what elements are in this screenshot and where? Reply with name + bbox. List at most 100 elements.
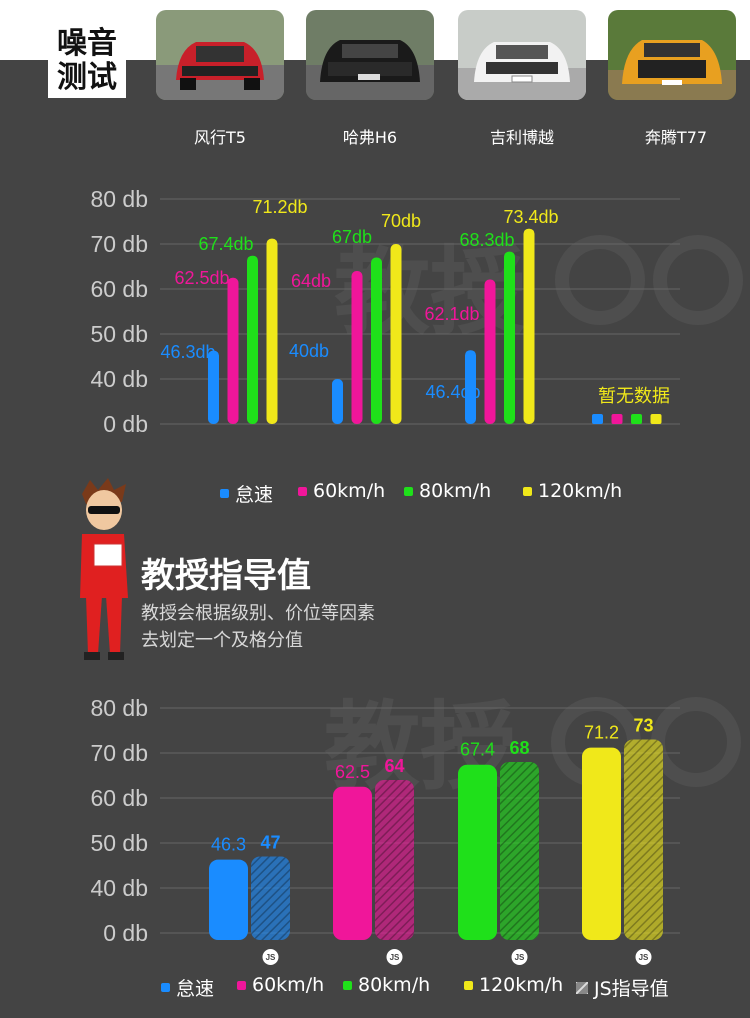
data-label: 67db [332,227,372,247]
y-tick-label: 50 db [90,830,148,856]
y-tick-label: 50 db [90,321,148,347]
car-photo-geely-boyue [458,10,586,100]
section-desc-line2: 去划定一个及格分值 [141,630,303,651]
legend-label: 120km/h [479,974,564,996]
watermark-ring-icon [651,697,741,787]
y-tick-label: 70 db [90,231,148,257]
bar [484,279,496,424]
data-label-test: 62.5 [335,762,370,782]
bar [266,238,278,424]
noise-test-chart: 教授 80 db 70 db 60 db 50 db 40 db 0 db 46.3db 62.… [90,186,743,437]
legend-label: 怠速 [235,484,274,506]
car-photo-fengxing-t5 [156,10,284,100]
data-label-guide: 47 [260,833,280,853]
legend-1-120: 120km/h [523,480,622,502]
y-tick-label: 40 db [90,875,148,901]
bar-guide-hatch [500,762,539,940]
legend-swatch [464,980,473,990]
car-photo-haval-h6 [306,10,434,100]
car-name-1: 风行T5 [194,128,246,147]
js-badge-icon [635,949,652,965]
data-label: 64db [291,271,331,291]
js-badge-label: JS [639,953,649,962]
legend-1-idle: 怠速 [220,480,273,507]
bar-guide-hatch [375,780,414,940]
section-title: 教授指导值 [141,556,311,596]
js-badge-label: JS [390,953,400,962]
no-data-label: 暂无数据 [598,386,670,407]
y-tick-label: 0 db [103,411,148,437]
y-tick-label: 80 db [90,186,148,212]
legend-2-60: 60km/h [237,974,324,996]
js-badge-icon [386,949,403,965]
data-label-guide: 64 [384,756,404,776]
legend-swatch [237,980,246,990]
y-tick-label: 60 db [90,276,148,302]
page-title: 噪音 测试 [48,24,126,98]
y-tick-label: 70 db [90,740,148,766]
legend-2-js: JS指导值 [576,974,669,1001]
legend-2-120: 120km/h [464,974,563,996]
y-tick-label: 80 db [90,695,148,721]
legend-swatch [298,486,307,496]
legend-label: JS指导值 [594,978,669,1000]
bar [465,350,476,424]
legend-label: 80km/h [358,974,431,996]
bar [332,379,343,424]
bar-guide-hatch [624,739,663,940]
bar-placeholder [631,414,642,424]
bar [227,277,239,424]
bar [504,251,515,424]
legend-1-60: 60km/h [298,480,385,502]
legend-label: 120km/h [538,480,623,502]
bar-test-value [209,859,248,940]
legend-label: 80km/h [419,480,492,502]
legend-1-80: 80km/h [404,480,491,502]
section-description: 教授会根据级别、价位等因素 去划定一个及格分值 [141,600,375,654]
watermark-ring-icon [653,235,743,325]
bar [351,271,363,424]
watermark-text: 教授 [334,236,526,348]
legend-swatch [161,983,170,992]
bar-placeholder [592,414,603,424]
js-badge-label: JS [266,953,276,962]
bar [390,244,402,424]
bar-test-value [582,747,621,940]
professor-mascot [80,478,128,660]
title-line1: 噪音 [57,26,117,61]
bar [208,350,219,424]
data-label-guide: 68 [509,738,529,758]
data-label-test: 46.3 [211,835,246,855]
title-line2: 测试 [57,60,117,95]
data-label: 71.2db [252,197,307,217]
data-label-guide: 73 [633,716,653,736]
legend-swatch [220,489,229,498]
data-label: 73.4db [503,207,558,227]
js-badge-icon [262,949,279,965]
bar [247,255,258,424]
legend-2-80: 80km/h [343,974,430,996]
legend-label: 怠速 [176,978,215,1000]
data-label: 67.4db [198,234,253,254]
y-tick-label: 60 db [90,785,148,811]
bar-test-value [333,786,372,940]
legend-swatch [343,980,352,990]
data-label: 62.1db [424,304,479,324]
data-label: 62.5db [174,268,229,288]
legend-swatch [404,486,413,496]
bar-placeholder [611,414,623,424]
section-desc-line1: 教授会根据级别、价位等因素 [141,603,375,624]
car-name-4: 奔腾T77 [644,128,708,147]
bar-placeholder [650,414,662,424]
data-label-test: 71.2 [584,723,619,743]
legend-label: 60km/h [252,974,325,996]
y-tick-label: 40 db [90,366,148,392]
data-label: 70db [381,211,421,231]
car-photo-bestune-t77 [608,10,736,100]
legend-2-idle: 怠速 [161,974,214,1001]
js-badge-icon [511,949,528,965]
data-label: 46.4db [425,382,480,402]
bar-guide-hatch [251,856,290,940]
bar-test-value [458,764,497,940]
